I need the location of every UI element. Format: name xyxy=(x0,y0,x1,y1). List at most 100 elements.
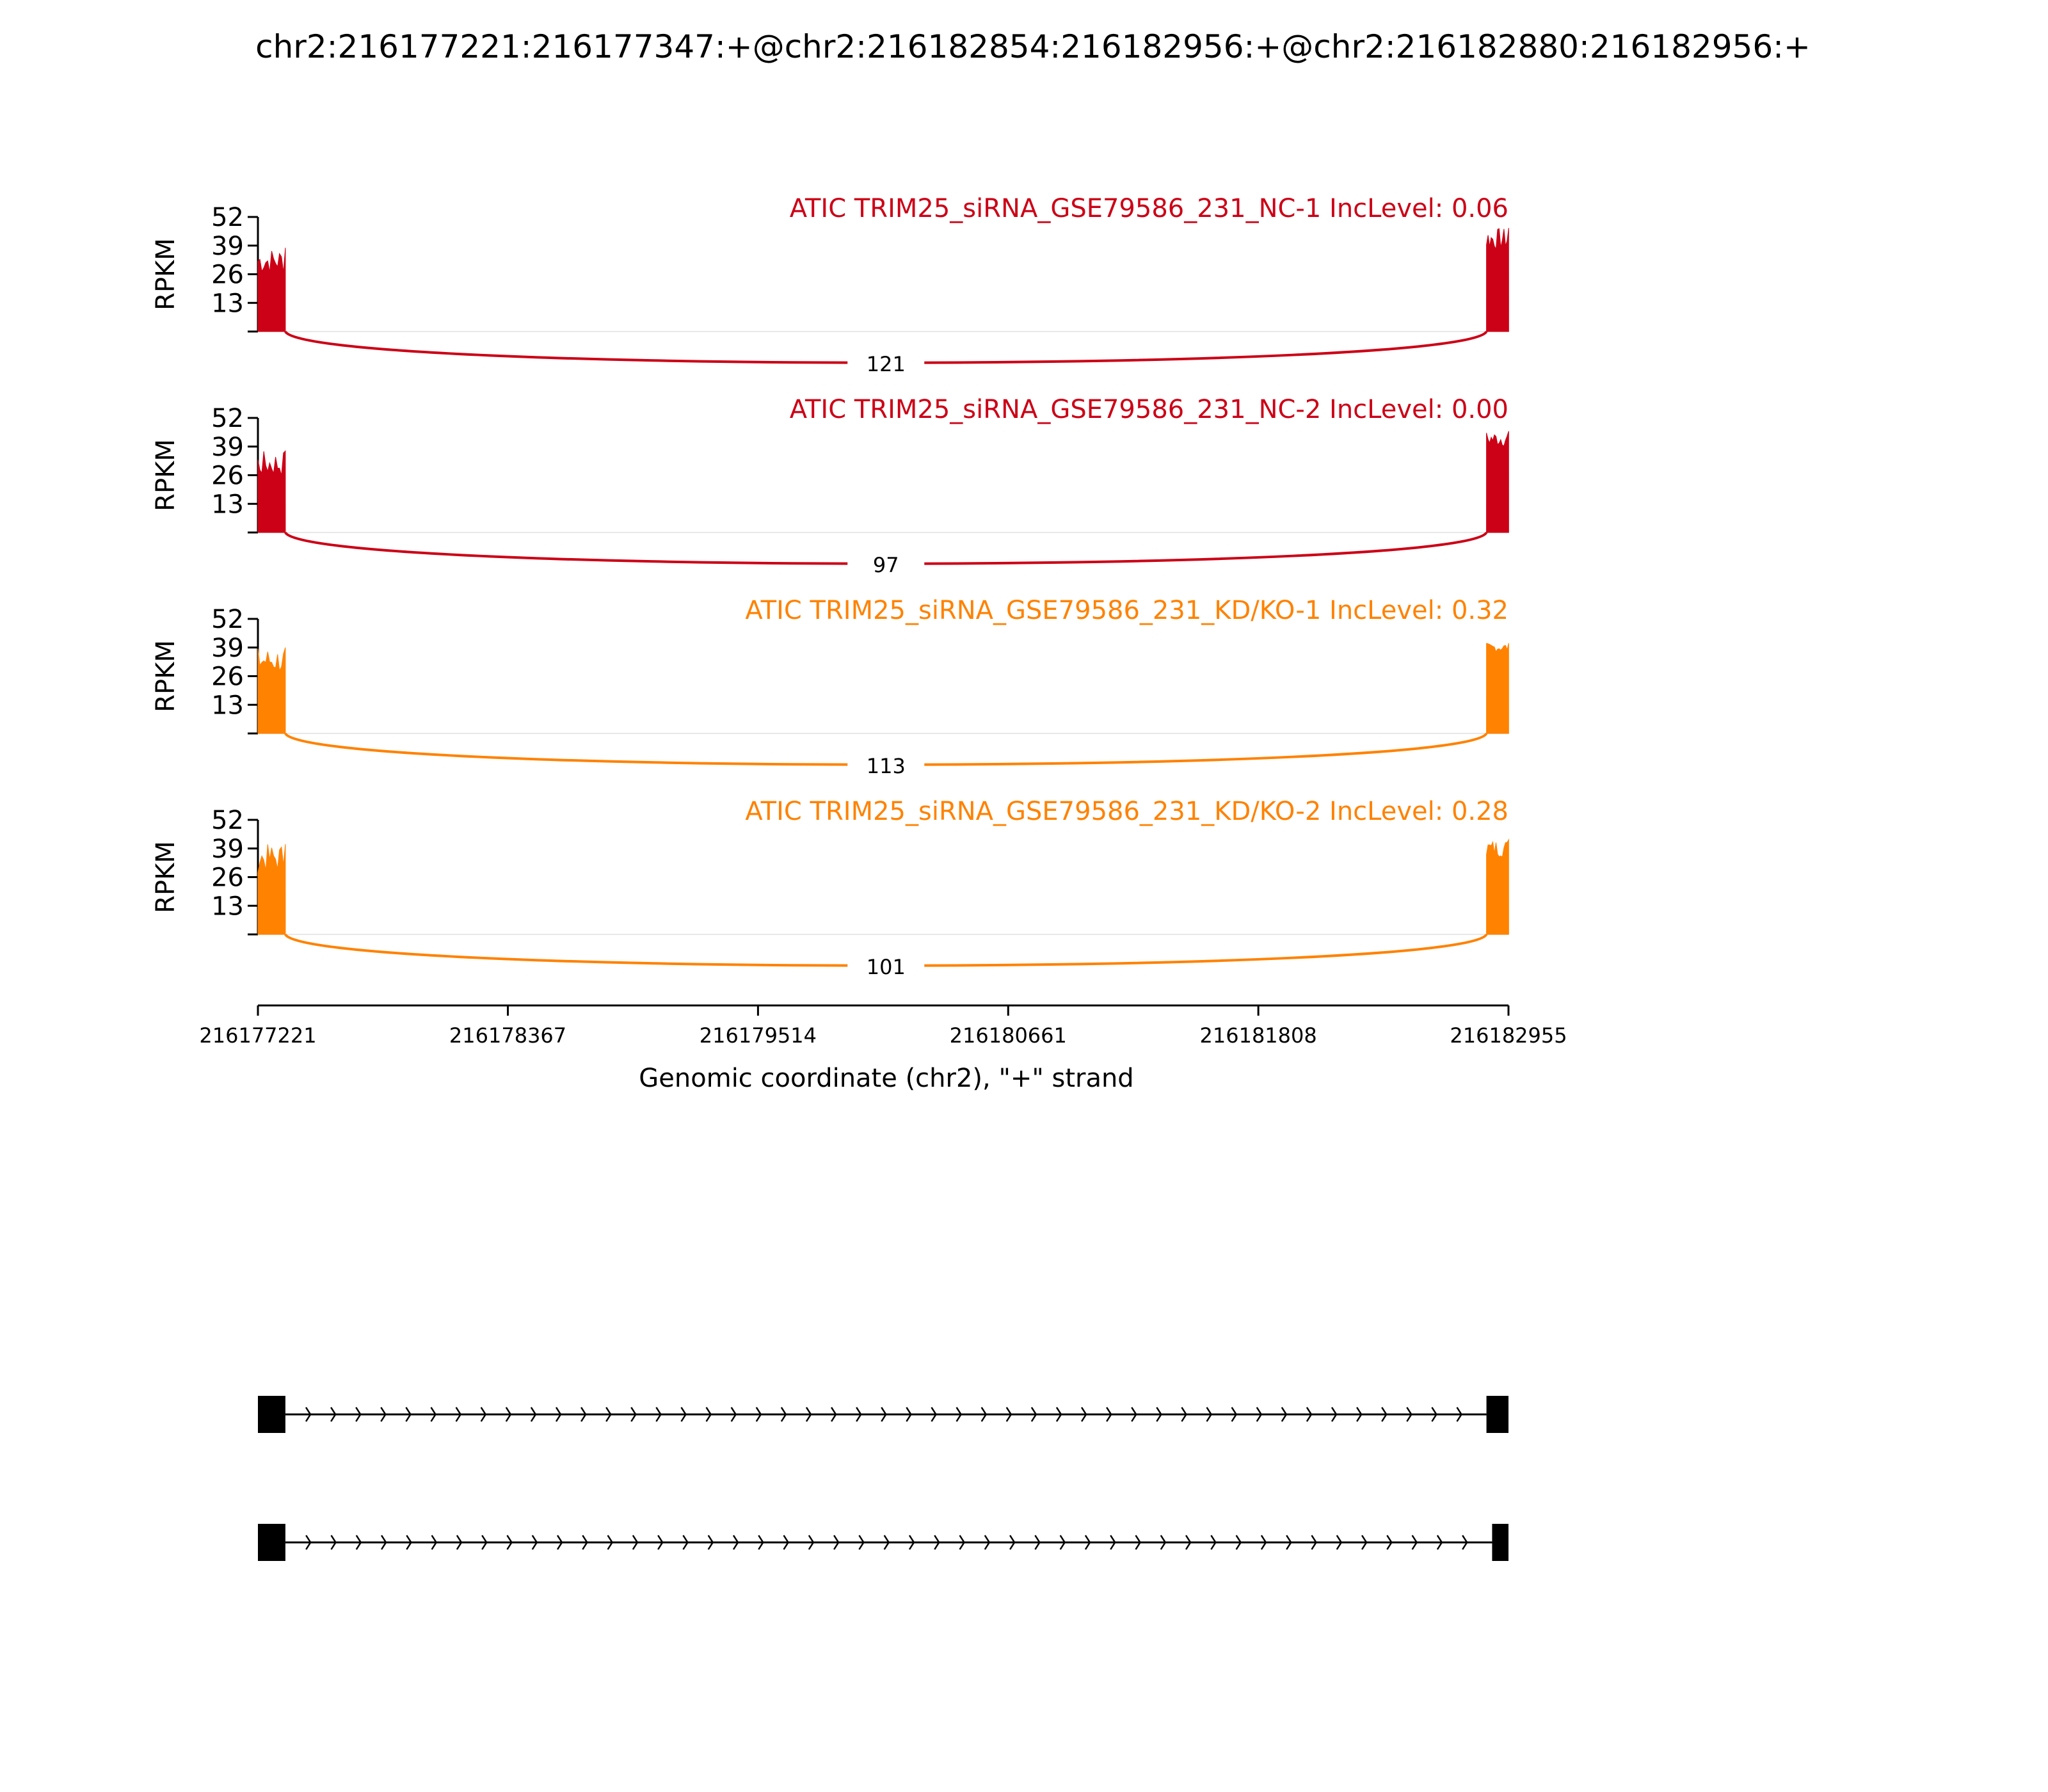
strand-arrow-icon xyxy=(431,1535,438,1550)
y-tick-label: 26 xyxy=(211,461,244,491)
gene-models xyxy=(258,1396,1508,1561)
strand-arrow-icon xyxy=(330,1535,337,1550)
x-tick-label: 216180661 xyxy=(950,1023,1067,1048)
figure-title: chr2:216177221:216177347:+@chr2:21618285… xyxy=(255,28,1811,65)
strand-arrow-icon xyxy=(456,1535,463,1550)
strand-arrow-icon xyxy=(1386,1535,1393,1550)
x-tick-label: 216181808 xyxy=(1200,1023,1317,1048)
x-tick-label: 216177221 xyxy=(199,1023,316,1048)
strand-arrow-icon xyxy=(1059,1535,1066,1550)
gene-model-1 xyxy=(258,1396,1508,1433)
strand-arrow-icon xyxy=(305,1407,312,1422)
strand-arrow-icon xyxy=(956,1407,963,1422)
strand-arrow-icon xyxy=(406,1535,412,1550)
strand-arrow-icon xyxy=(833,1535,840,1550)
strand-arrow-icon xyxy=(808,1535,815,1550)
strand-arrow-icon xyxy=(732,1535,739,1550)
strand-arrow-icon xyxy=(1235,1535,1242,1550)
exon-block xyxy=(258,1396,285,1433)
strand-arrow-icon xyxy=(1030,1407,1037,1422)
y-tick-label: 13 xyxy=(211,289,244,318)
strand-arrow-icon xyxy=(1135,1535,1141,1550)
y-tick-label: 39 xyxy=(211,634,244,663)
strand-arrow-icon xyxy=(1356,1407,1363,1422)
strand-arrow-icon xyxy=(607,1535,614,1550)
junction-label-bg xyxy=(847,349,925,376)
strand-arrow-icon xyxy=(959,1535,966,1550)
strand-arrow-icon xyxy=(580,1407,587,1422)
x-tick-label: 216179514 xyxy=(700,1023,817,1048)
junction-count: 97 xyxy=(873,553,899,577)
y-tick-label: 39 xyxy=(211,433,244,462)
exon2-coverage xyxy=(1486,431,1509,533)
strand-arrow-icon xyxy=(758,1535,764,1550)
strand-arrow-icon xyxy=(980,1407,988,1422)
strand-arrow-icon xyxy=(858,1535,865,1550)
track-label: ATIC TRIM25_siRNA_GSE79586_231_KD/KO-1 I… xyxy=(745,596,1508,625)
exon1-coverage xyxy=(257,844,286,935)
strand-arrow-icon xyxy=(1456,1407,1462,1422)
strand-arrow-icon xyxy=(934,1535,940,1550)
strand-arrow-icon xyxy=(1436,1535,1443,1550)
strand-arrow-icon xyxy=(881,1407,887,1422)
y-tick-label: 52 xyxy=(211,203,244,232)
x-tick-label: 216182955 xyxy=(1450,1023,1567,1048)
exon-block xyxy=(1486,1396,1508,1433)
track-label: ATIC TRIM25_siRNA_GSE79586_231_NC-1 IncL… xyxy=(790,194,1508,223)
y-tick-label: 39 xyxy=(211,835,244,864)
track-label: ATIC TRIM25_siRNA_GSE79586_231_NC-2 IncL… xyxy=(790,395,1508,424)
strand-arrow-icon xyxy=(1431,1407,1437,1422)
strand-arrow-icon xyxy=(506,1535,513,1550)
strand-arrow-icon xyxy=(1210,1535,1217,1550)
x-axis-label: Genomic coordinate (chr2), "+" strand xyxy=(639,1064,1133,1093)
strand-arrow-icon xyxy=(330,1407,337,1422)
strand-arrow-icon xyxy=(1034,1535,1041,1550)
y-tick-label: 52 xyxy=(211,605,244,634)
y-tick-label: 26 xyxy=(211,863,244,893)
strand-arrow-icon xyxy=(1281,1407,1288,1422)
strand-arrow-icon xyxy=(1009,1535,1016,1550)
strand-arrow-icon xyxy=(780,1407,787,1422)
strand-arrow-icon xyxy=(1406,1407,1412,1422)
strand-arrow-icon xyxy=(1331,1407,1338,1422)
y-tick-label: 13 xyxy=(211,691,244,720)
exon2-coverage xyxy=(1486,838,1509,935)
strand-arrow-icon xyxy=(1206,1407,1213,1422)
y-axis-label: RPKM xyxy=(151,238,180,310)
strand-arrow-icon xyxy=(730,1407,737,1422)
strand-arrow-icon xyxy=(883,1535,890,1550)
strand-arrow-icon xyxy=(906,1407,912,1422)
strand-arrow-icon xyxy=(555,1407,562,1422)
strand-arrow-icon xyxy=(1231,1407,1238,1422)
strand-arrow-icon xyxy=(1005,1407,1012,1422)
strand-arrow-icon xyxy=(1084,1535,1091,1550)
strand-arrow-icon xyxy=(632,1535,639,1550)
strand-arrow-icon xyxy=(630,1407,637,1422)
strand-arrow-icon xyxy=(1256,1407,1263,1422)
y-tick-label: 13 xyxy=(211,892,244,921)
strand-arrow-icon xyxy=(480,1407,487,1422)
strand-arrow-icon xyxy=(355,1407,362,1422)
y-tick-label: 39 xyxy=(211,232,244,261)
y-axis-label: RPKM xyxy=(151,640,180,712)
exon1-coverage xyxy=(257,450,286,533)
strand-arrow-icon xyxy=(1055,1407,1062,1422)
x-axis: 216177221 216178367 216179514 216180661 2161… xyxy=(199,1004,1567,1048)
strand-arrow-icon xyxy=(1286,1535,1292,1550)
strand-arrow-icon xyxy=(1185,1535,1192,1550)
strand-arrow-icon xyxy=(707,1535,714,1550)
strand-arrow-icon xyxy=(405,1407,412,1422)
strand-arrow-icon xyxy=(481,1535,488,1550)
y-tick-label: 52 xyxy=(211,404,244,433)
strand-arrow-icon xyxy=(381,1535,387,1550)
strand-arrow-icon xyxy=(1336,1535,1343,1550)
strand-arrow-icon xyxy=(1311,1535,1317,1550)
strand-arrow-icon xyxy=(582,1535,588,1550)
strand-arrow-icon xyxy=(430,1407,436,1422)
exon1-coverage xyxy=(257,248,286,332)
